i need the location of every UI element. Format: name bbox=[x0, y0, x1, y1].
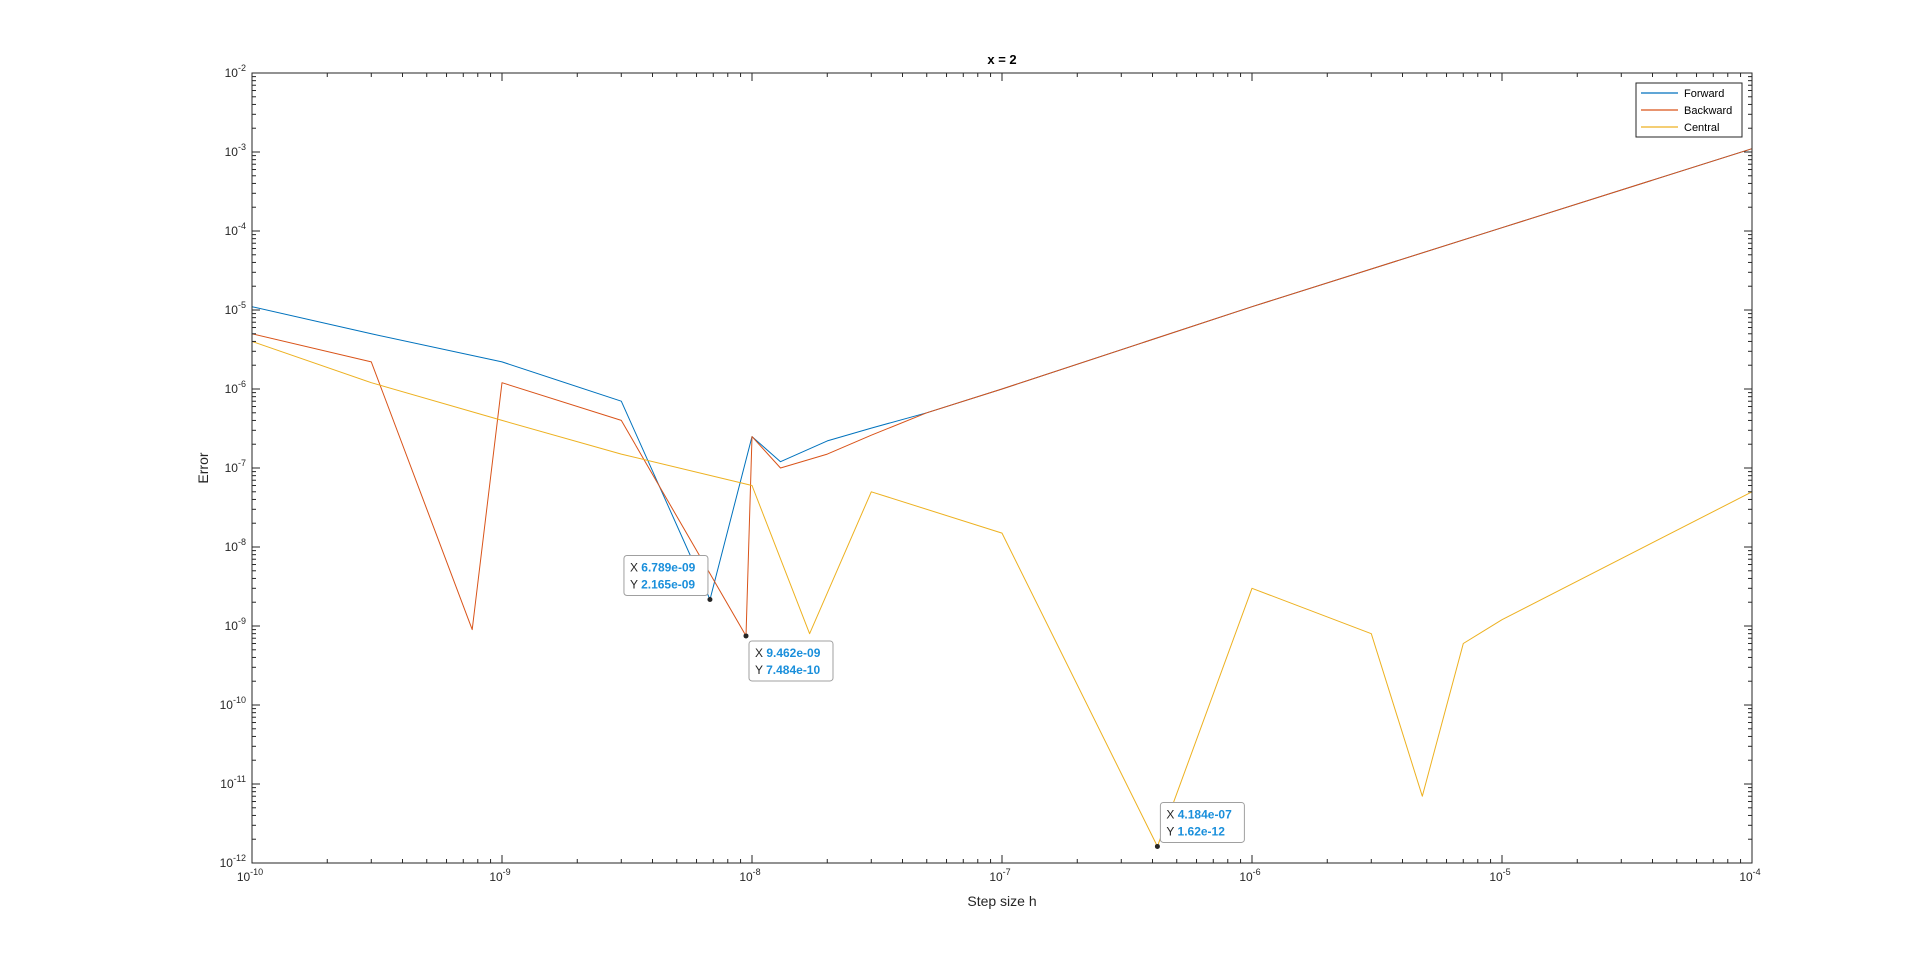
y-tick-label: 10-12 bbox=[220, 853, 246, 870]
chart-title: x = 2 bbox=[987, 52, 1016, 67]
y-tick-label: 10-11 bbox=[220, 774, 246, 791]
datatip-x-row: X 4.184e-07 bbox=[1166, 807, 1232, 821]
y-tick-label: 10-5 bbox=[225, 300, 246, 317]
series-lines-group bbox=[251, 148, 1753, 847]
x-tick-label: 10-8 bbox=[739, 867, 760, 884]
legend-label-forward: Forward bbox=[1684, 88, 1724, 100]
axis-ticks-group: 10-10 10-9 10-8 10-7 10-6 10-5 10-4 10-12 10-11 1… bbox=[220, 63, 1761, 884]
y-tick-label: 10-4 bbox=[225, 221, 246, 238]
datatips-group: X 6.789e-09 Y 2.165e-09 X 9.462e-09 Y 7.484… bbox=[623, 554, 1245, 849]
y-tick-label: 10-7 bbox=[225, 458, 246, 475]
datatip-marker bbox=[1154, 843, 1160, 849]
y-tick-label: 10-9 bbox=[225, 616, 246, 633]
y-tick-label: 10-8 bbox=[225, 537, 246, 554]
x-tick-label: 10-4 bbox=[1739, 867, 1760, 884]
x-tick-label: 10-10 bbox=[237, 867, 263, 884]
series-line-backward bbox=[251, 148, 1753, 637]
datatip-x-row: X 6.789e-09 bbox=[630, 560, 696, 574]
datatip-x-row: X 9.462e-09 bbox=[755, 646, 821, 660]
legend-label-central: Central bbox=[1684, 122, 1719, 134]
datatip-y-row: Y 2.165e-09 bbox=[630, 577, 695, 591]
series-line-central bbox=[251, 340, 1753, 847]
datatip-box bbox=[748, 640, 834, 682]
legend[interactable]: Forward Backward Central bbox=[1635, 82, 1743, 138]
datatip-marker bbox=[707, 596, 713, 602]
y-tick-label: 10-10 bbox=[220, 695, 246, 712]
x-tick-label: 10-6 bbox=[1239, 867, 1260, 884]
datatip-box bbox=[623, 554, 709, 596]
x-tick-label: 10-7 bbox=[989, 867, 1010, 884]
y-tick-label: 10-6 bbox=[225, 379, 246, 396]
datatip-marker bbox=[743, 633, 749, 639]
x-tick-label: 10-9 bbox=[489, 867, 510, 884]
x-axis-label: Step size h bbox=[967, 893, 1036, 909]
y-tick-label: 10-3 bbox=[225, 142, 246, 159]
x-tick-label: 10-5 bbox=[1489, 867, 1510, 884]
y-axis-label: Error bbox=[195, 452, 211, 483]
axes-background bbox=[252, 73, 1752, 863]
legend-label-backward: Backward bbox=[1684, 105, 1732, 117]
datatip-box bbox=[1159, 801, 1245, 843]
y-tick-label: 10-2 bbox=[225, 63, 246, 80]
datatip-y-row: Y 1.62e-12 bbox=[1166, 824, 1225, 838]
datatip-y-row: Y 7.484e-10 bbox=[755, 663, 820, 677]
